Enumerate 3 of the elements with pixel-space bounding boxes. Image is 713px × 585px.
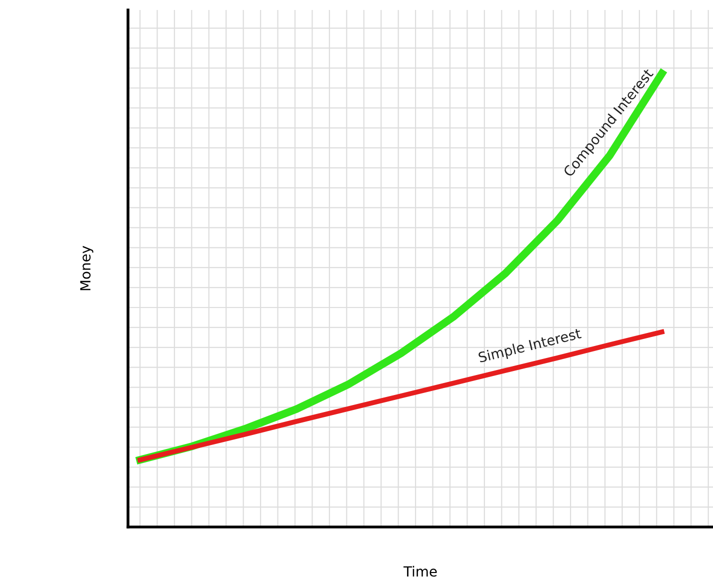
x-axis-title: Time xyxy=(403,566,437,577)
text: Simple Interest xyxy=(478,328,582,366)
y-axis-title: Money xyxy=(80,246,94,290)
